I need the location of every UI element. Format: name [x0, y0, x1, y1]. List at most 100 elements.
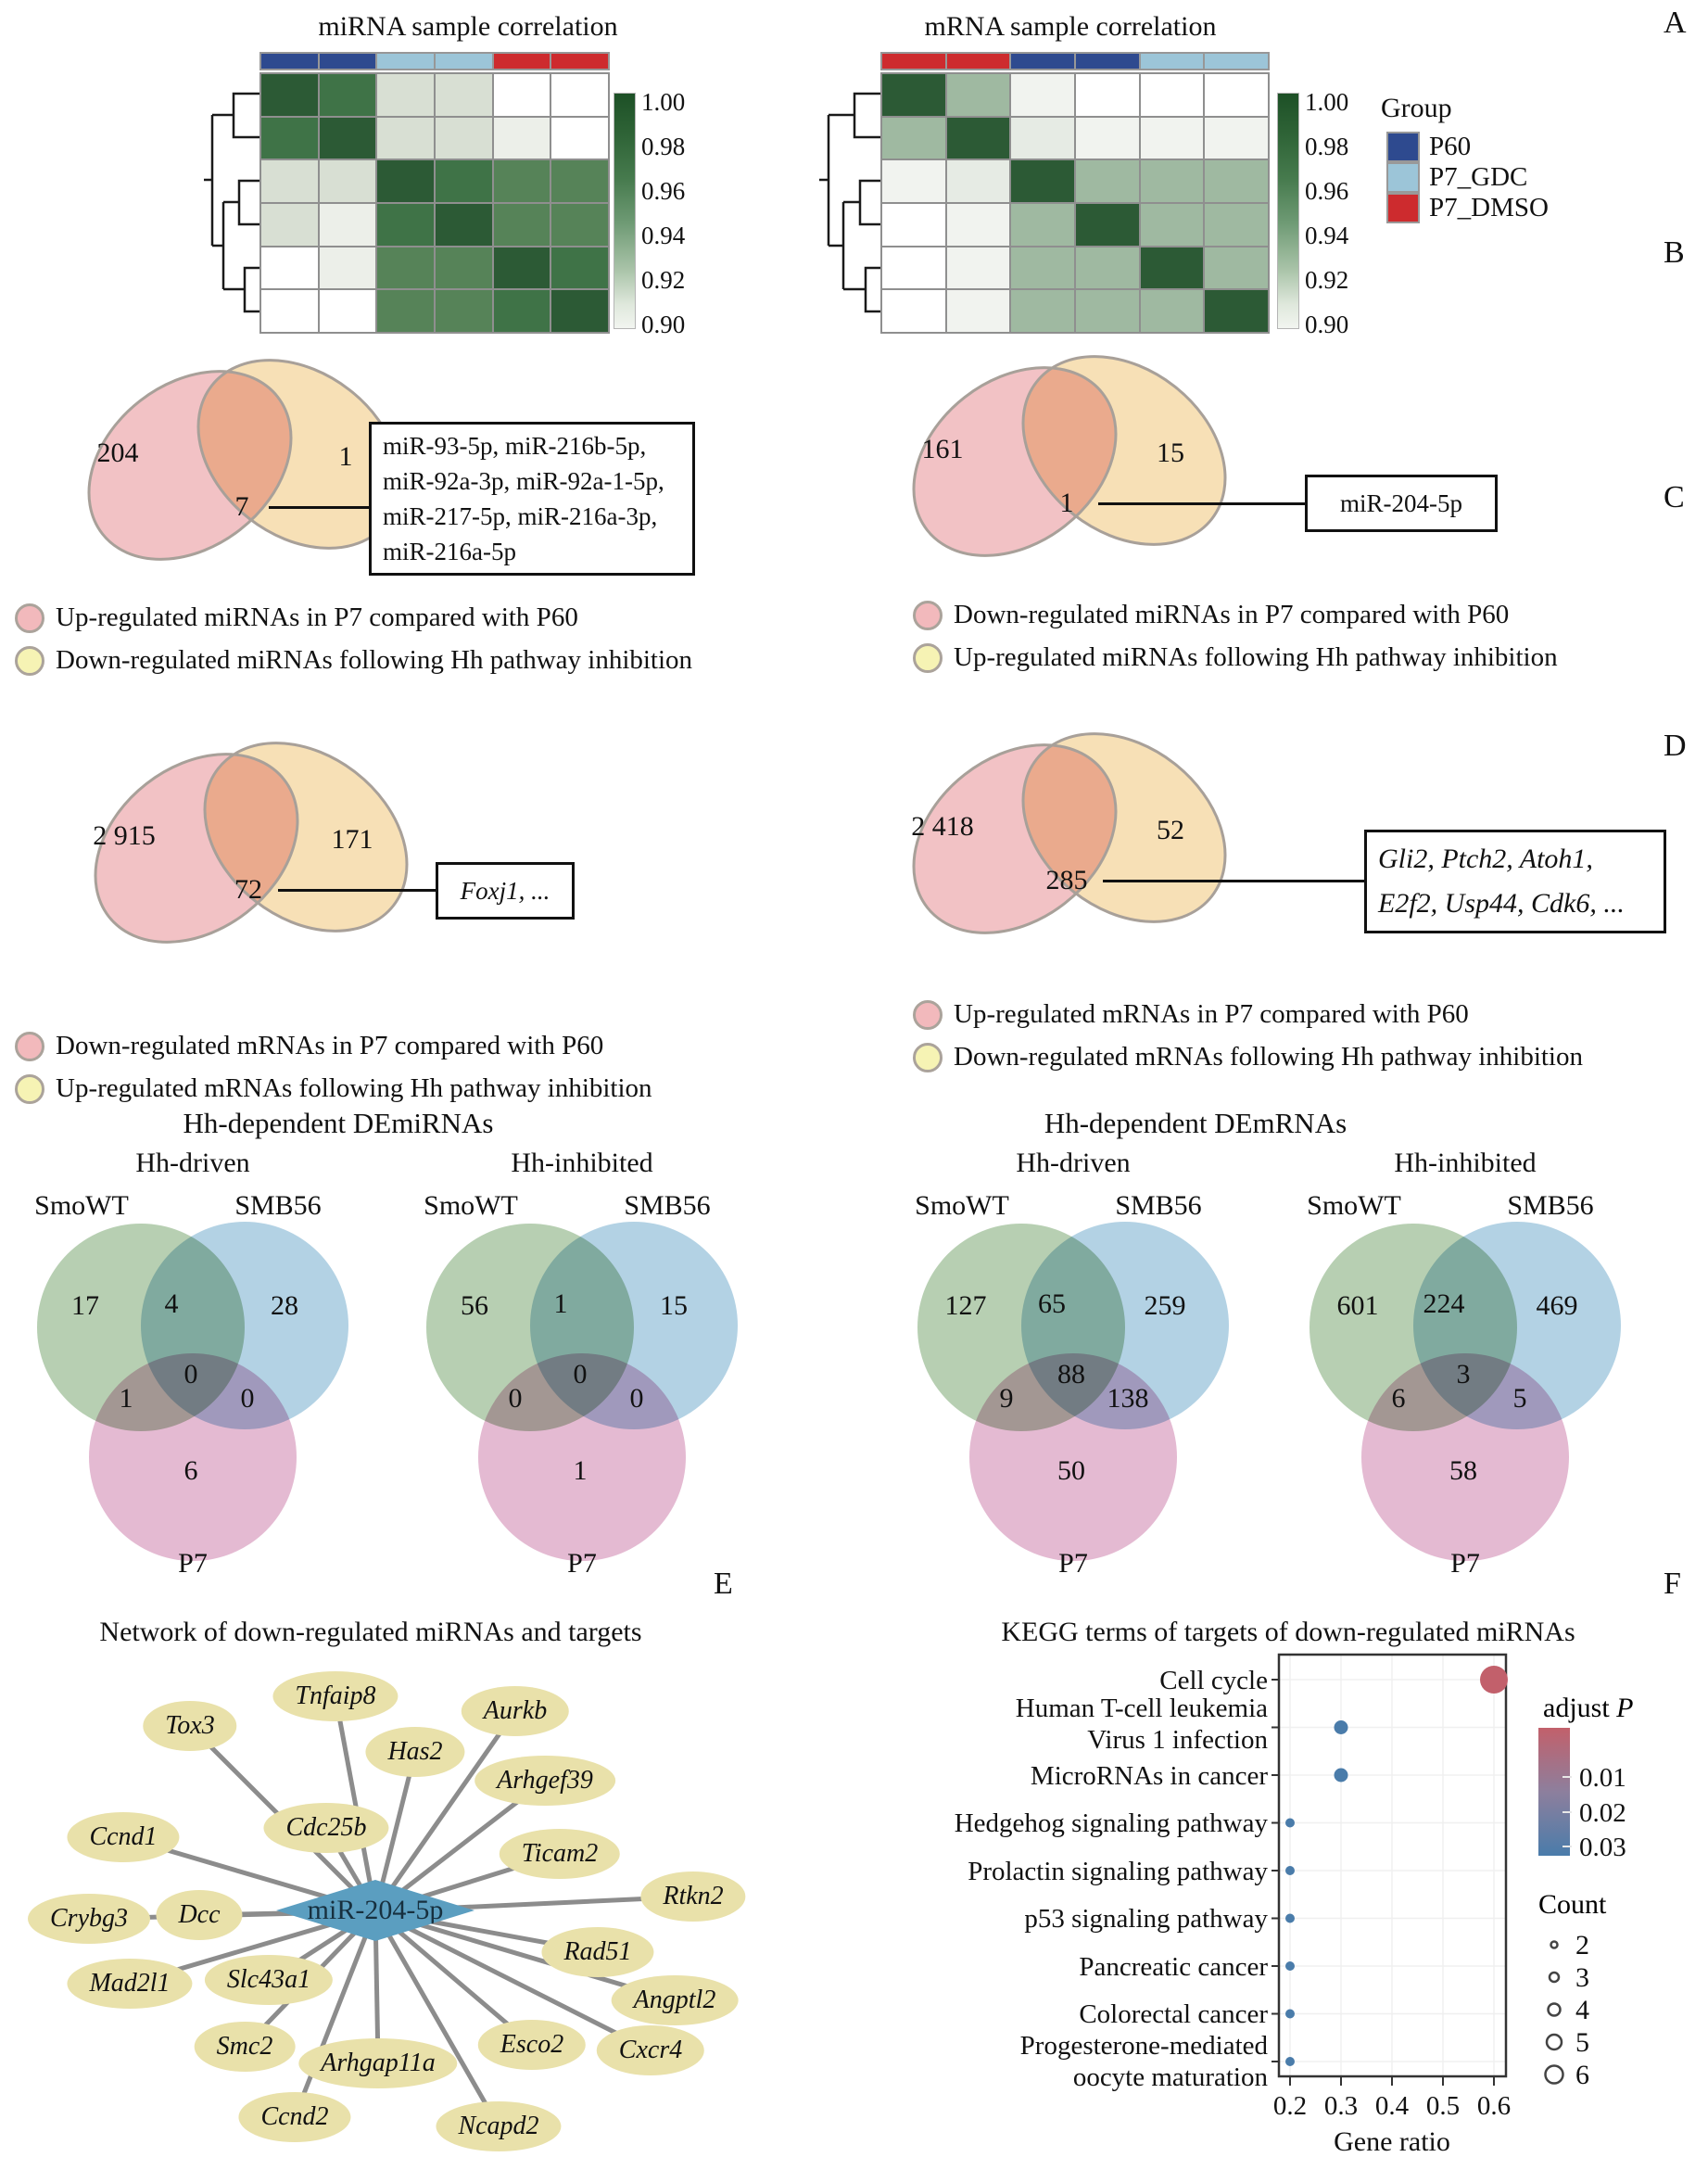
venn-count: 127	[945, 1290, 987, 1321]
group-legend-item: P60	[1386, 132, 1471, 162]
heatmap-cell	[436, 117, 492, 159]
heatmap-cell	[946, 290, 1010, 332]
legend-text: Up-regulated mRNAs in P7 compared with P…	[954, 999, 1469, 1029]
yellow-circle-icon	[913, 642, 943, 673]
set-label: SmoWT	[1307, 1190, 1401, 1221]
heatmap-cell	[1075, 160, 1139, 202]
heatmap-cell	[882, 204, 945, 246]
kegg-category: Prolactin signaling pathway	[968, 1857, 1268, 1886]
kegg-category: oocyte maturation	[1073, 2062, 1269, 2092]
group-label: P7_DMSO	[1429, 193, 1549, 222]
heatmap-cell	[1205, 74, 1268, 116]
heatmap-cell	[1140, 204, 1204, 246]
venn-count-left: 161	[922, 434, 964, 464]
adjust-p-gradient-bar	[1538, 1728, 1570, 1856]
kegg-dot	[1285, 1913, 1295, 1923]
set-label: P7	[1450, 1548, 1480, 1578]
annotation-cell-p60	[319, 54, 376, 69]
pink-circle-icon	[913, 600, 943, 630]
venn-count-left: 2 915	[93, 820, 156, 851]
hub-label: miR-204-5p	[307, 1895, 444, 1925]
heatmap-cell	[261, 290, 318, 332]
kegg-dot	[1285, 2009, 1295, 2019]
panel-letter-b: B	[1664, 235, 1685, 270]
venn-count: 0	[184, 1359, 198, 1389]
node-rtkn2: Rtkn2	[640, 1872, 746, 1922]
count-circles	[1544, 1940, 1564, 2085]
heatmap-cell	[551, 247, 608, 289]
mirna-correlation-heatmap	[259, 72, 610, 334]
kegg-dot	[1285, 1961, 1295, 1971]
kegg-category: Human T-cell leukemia	[1016, 1694, 1268, 1723]
set-label: SMB56	[1507, 1190, 1593, 1221]
node-mad2l1: Mad2l1	[67, 1959, 193, 2009]
set-label: P7	[178, 1548, 208, 1578]
group-legend-title: Group	[1381, 93, 1452, 123]
node-angptl2: Angptl2	[611, 1975, 739, 2025]
mirna-column-annotation	[259, 52, 610, 70]
heatmap-cell	[551, 117, 608, 159]
venn-count-overlap: 1	[1060, 488, 1074, 518]
heatmap-cell	[882, 247, 945, 289]
callout-line: miR-204-5p	[1340, 489, 1462, 517]
callout-line: miR-92a-3p, miR-92a-1-5p,	[383, 467, 664, 495]
heatmap-cell	[1075, 74, 1139, 116]
venn-b-right: 161 15 1	[912, 355, 1227, 557]
group-label: P60	[1429, 132, 1472, 161]
demirna-title: Hh-dependent DEmiRNAs	[183, 1107, 494, 1139]
node-cdc25b: Cdc25b	[263, 1803, 389, 1853]
annotation-cell-p7gdc	[1140, 54, 1204, 69]
count-tick: 2	[1575, 1930, 1589, 1960]
heatmap-cell	[1011, 74, 1074, 116]
venn-count: 1	[554, 1288, 568, 1319]
annotation-cell-p60	[261, 54, 318, 69]
panel-letter-c: C	[1664, 480, 1685, 514]
venn-count: 28	[271, 1290, 298, 1321]
node-arhgap11a: Arhgap11a	[298, 2038, 458, 2088]
callout-box-genes: Gli2, Ptch2, Atoh1, E2f2, Usp44, Cdk6, .…	[1364, 830, 1666, 933]
heatmap-cell	[261, 247, 318, 289]
venn-count: 469	[1537, 1290, 1578, 1321]
callout-line: miR-217-5p, miR-216a-3p,	[383, 502, 658, 530]
heatmap-cell	[551, 290, 608, 332]
mrna-row-dendrogram	[819, 92, 880, 313]
kegg-dot	[1480, 1666, 1508, 1694]
venn-legend-item: Up-regulated miRNAs following Hh pathway…	[913, 642, 1558, 673]
kegg-dot	[1285, 1866, 1295, 1875]
callout-line: miR-216a-5p	[383, 538, 516, 565]
heatmap-cell	[436, 204, 492, 246]
heatmap-cell	[261, 74, 318, 116]
node-smc2: Smc2	[194, 2022, 296, 2072]
scale-label: 0.94	[641, 222, 686, 249]
legend-text: Down-regulated mRNAs in P7 compared with…	[56, 1031, 604, 1060]
x-axis-label: Gene ratio	[1334, 2126, 1450, 2157]
venn-count: 6	[184, 1455, 198, 1486]
venn-count: 138	[1107, 1383, 1149, 1414]
venn-count: 56	[461, 1290, 488, 1321]
adjust-p-tick: 0.03	[1579, 1833, 1626, 1862]
heatmap-cell	[493, 160, 550, 202]
venn-count: 15	[660, 1290, 688, 1321]
node-ticam2: Ticam2	[499, 1829, 621, 1879]
venn-count: 3	[1457, 1359, 1471, 1389]
set-label: SMB56	[234, 1190, 321, 1221]
kegg-category: Virus 1 infection	[1087, 1725, 1268, 1755]
heatmap-cell	[946, 160, 1010, 202]
node-slc43a1: Slc43a1	[204, 1955, 334, 2005]
venn3-mirna-driven: SmoWT SMB56 P7 17 4 28 0 1 0 6	[34, 1190, 348, 1578]
venn3-mrna-driven: SmoWT SMB56 P7 127 65 259 88 9 138 50	[915, 1190, 1229, 1578]
group-legend-item: P7_DMSO	[1386, 193, 1549, 223]
venn-count-overlap: 285	[1046, 865, 1088, 895]
annotation-cell-p60	[1076, 54, 1139, 69]
venn-count-left: 2 418	[911, 811, 974, 842]
subtitle-hh-inhibited: Hh-inhibited	[1394, 1148, 1537, 1178]
kegg-category: Hedgehog signaling pathway	[955, 1808, 1269, 1838]
legend-text: Up-regulated mRNAs following Hh pathway …	[56, 1073, 652, 1103]
pink-circle-icon	[15, 1031, 44, 1061]
venn-count: 4	[165, 1288, 179, 1319]
callout-box-mirnas: miR-93-5p, miR-216b-5p, miR-92a-3p, miR-…	[369, 422, 695, 576]
scale-label: 1.00	[1305, 88, 1349, 116]
legend-text: Down-regulated miRNAs following Hh pathw…	[56, 645, 693, 675]
heatmap-cell	[319, 117, 376, 159]
